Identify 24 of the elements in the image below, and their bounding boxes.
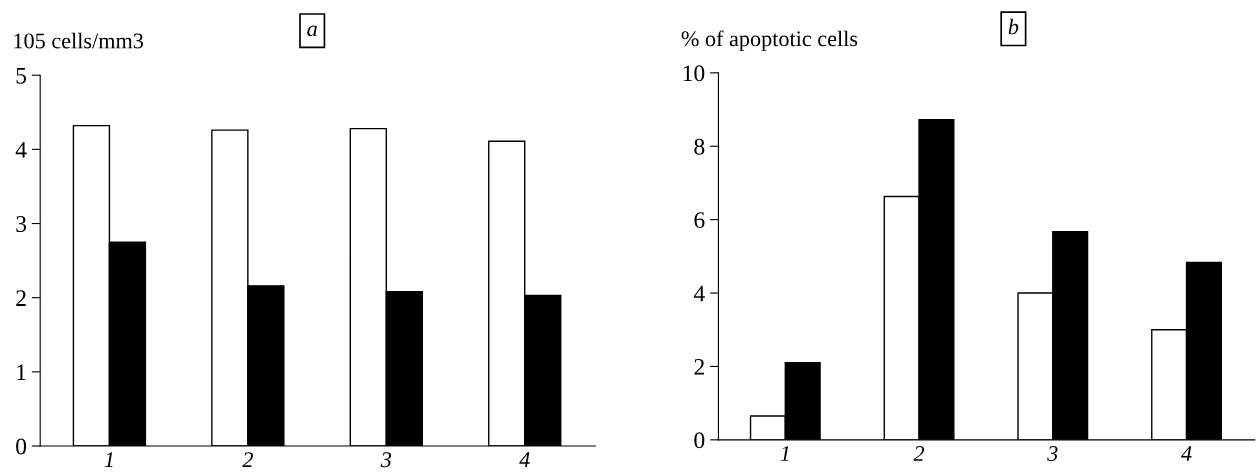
x-tick-label: 4: [1181, 446, 1192, 461]
y-tick-label: 4: [15, 142, 27, 158]
x-tick-label: 3: [1047, 446, 1058, 462]
y-tick-label: 0: [16, 438, 27, 455]
y-tick-label: 3: [16, 216, 27, 232]
chart-title: a: [307, 25, 317, 37]
x-tick-label: 3: [380, 452, 392, 468]
x-tick-label: 1: [780, 446, 789, 461]
y-axis-title: 105 cells/mm3: [14, 32, 144, 49]
y-tick-label: 2: [694, 358, 704, 375]
y-tick-label: 8: [694, 138, 705, 155]
y-tick-label: 10: [683, 65, 705, 82]
y-tick-label: 0: [694, 432, 705, 449]
y-tick-label: 5: [16, 67, 27, 84]
x-tick-label: 1: [104, 452, 113, 467]
x-tick-label: 2: [242, 452, 253, 467]
x-tick-label: 4: [519, 452, 530, 467]
chart-title: b: [1008, 18, 1019, 35]
y-tick-label: 1: [17, 364, 26, 381]
y-tick-label: 2: [16, 290, 26, 306]
y-tick-label: 6: [694, 212, 705, 229]
x-tick-label: 2: [913, 446, 925, 461]
y-tick-label: 4: [693, 285, 705, 302]
y-axis-title: % of apoptotic cells: [681, 30, 858, 51]
